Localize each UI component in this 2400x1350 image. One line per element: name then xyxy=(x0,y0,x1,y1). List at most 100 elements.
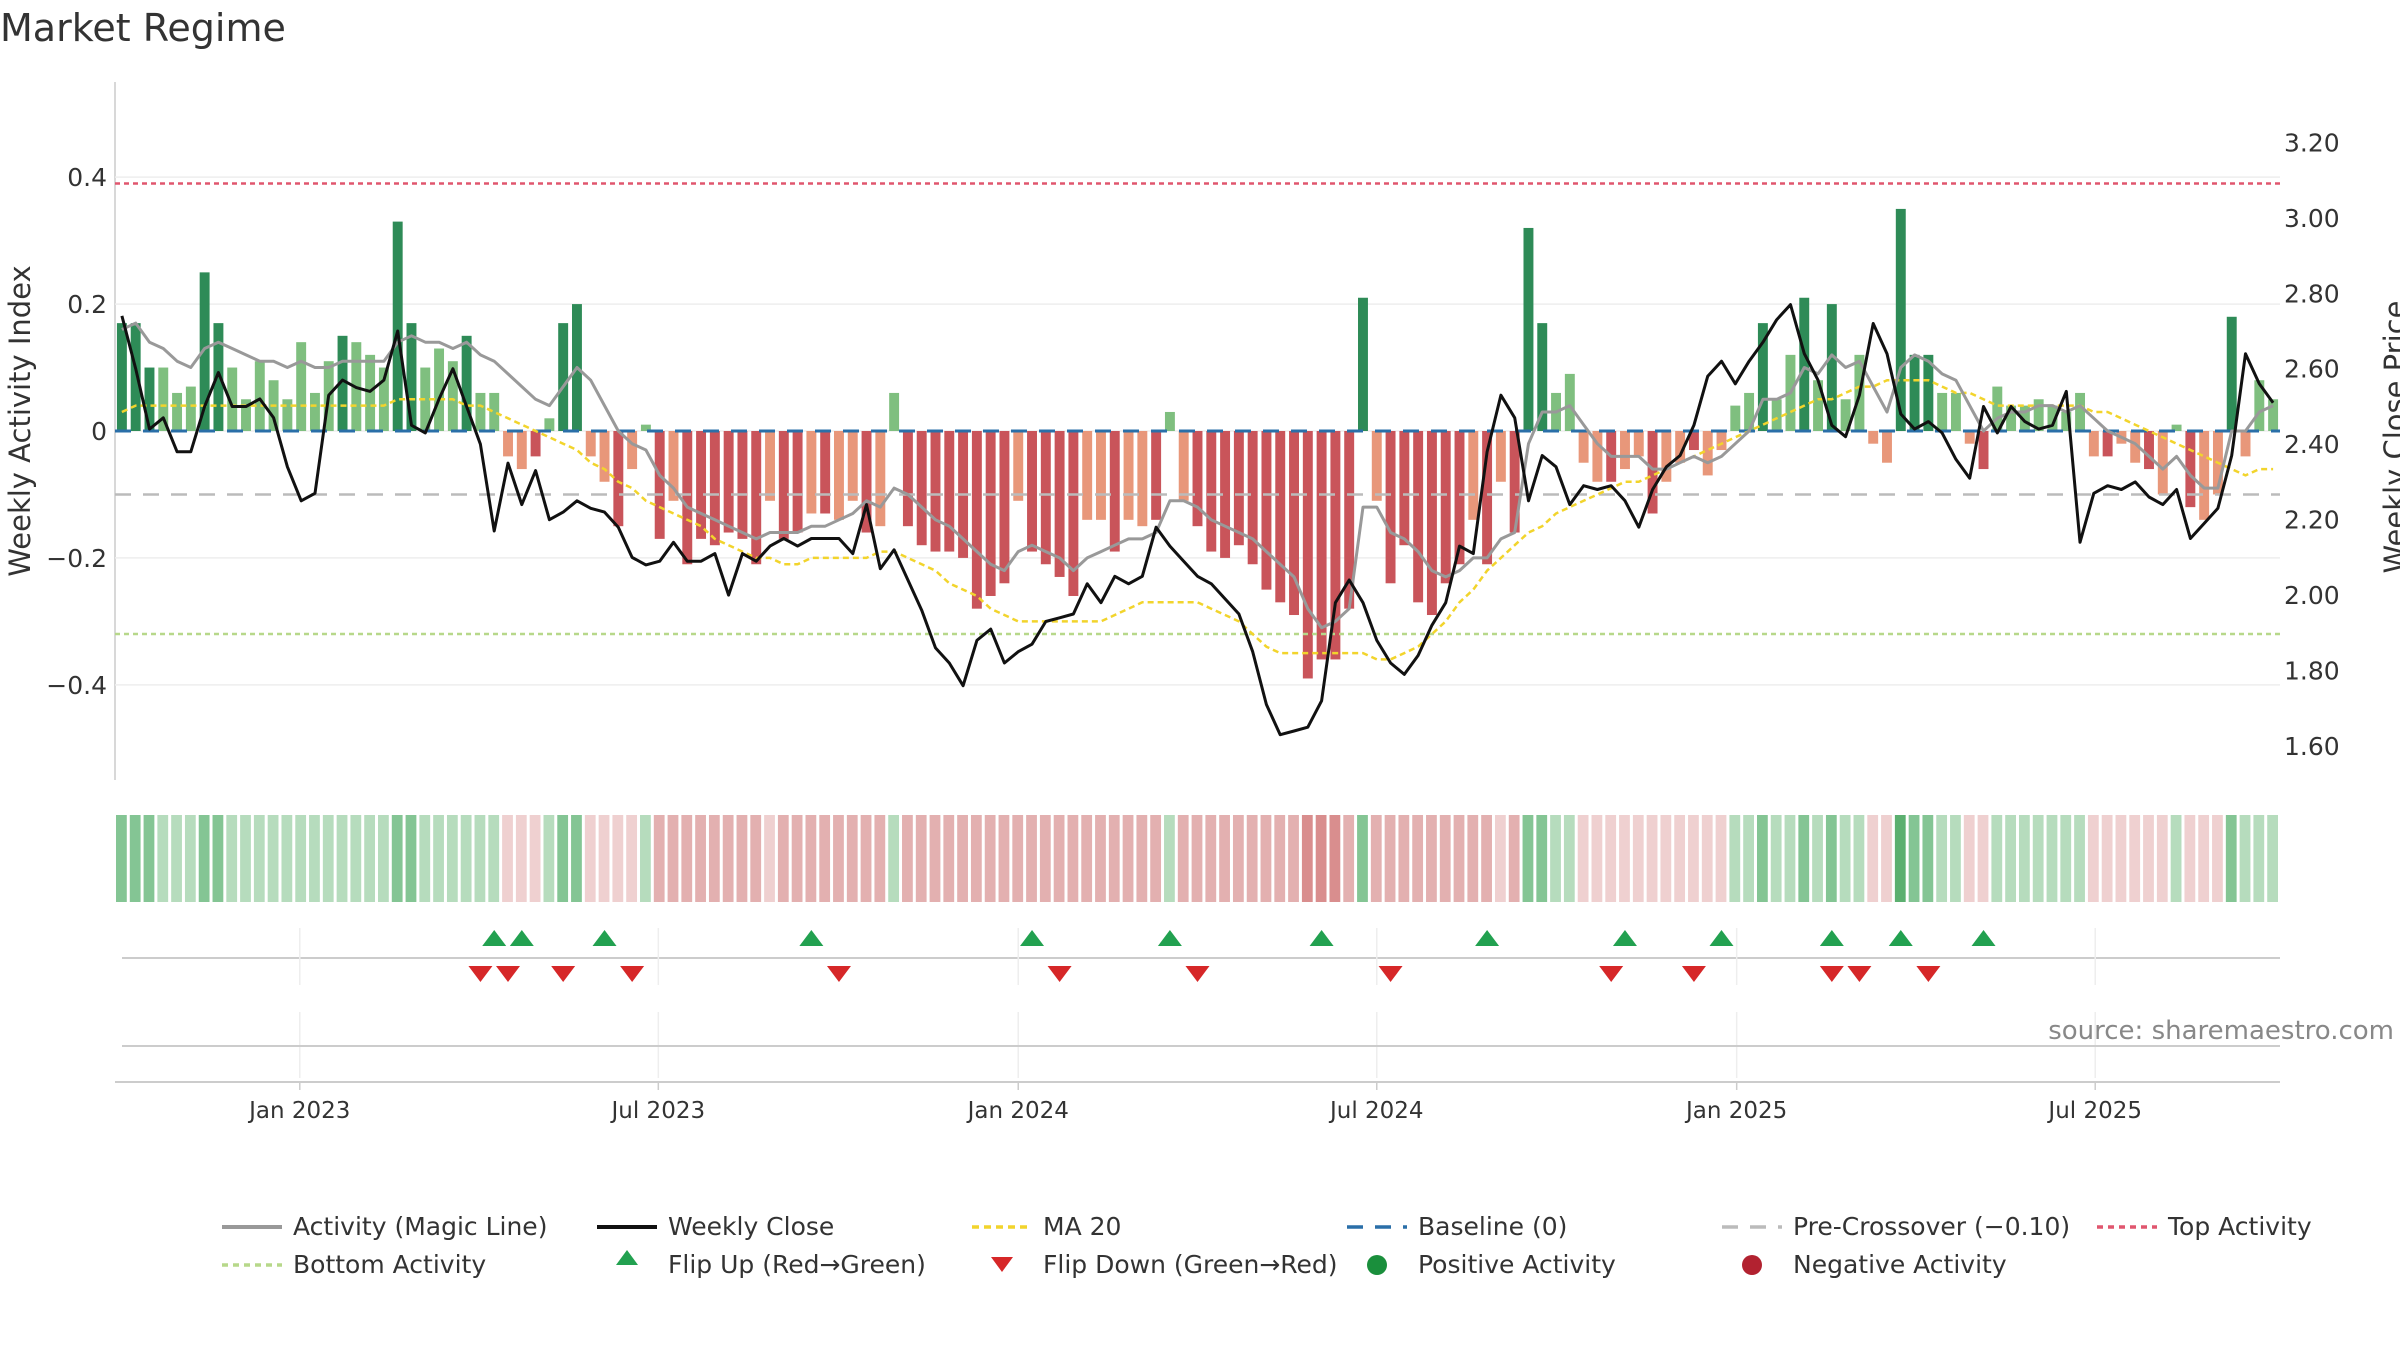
activity-bar xyxy=(778,431,789,539)
activity-bar xyxy=(599,431,610,482)
regime-ribbon-cell xyxy=(336,815,348,902)
activity-bar xyxy=(1316,431,1327,660)
regime-ribbon-cell xyxy=(1343,815,1355,902)
regime-ribbon-cell xyxy=(2239,815,2251,902)
regime-ribbon-cell xyxy=(184,815,196,902)
regime-ribbon-cell xyxy=(1853,815,1865,902)
regime-ribbon-cell xyxy=(1357,815,1368,902)
activity-bar xyxy=(1647,431,1658,514)
activity-bar xyxy=(2130,431,2141,463)
activity-bar xyxy=(241,399,251,431)
flip-up-marker xyxy=(1475,930,1500,946)
activity-bar xyxy=(682,431,693,565)
regime-ribbon-cell xyxy=(653,815,665,902)
activity-bar xyxy=(2199,431,2210,520)
regime-ribbon-cell xyxy=(391,815,403,902)
regime-ribbon-cell xyxy=(957,815,968,902)
regime-ribbon-cell xyxy=(1839,815,1851,902)
activity-bar xyxy=(1192,431,1203,527)
activity-bar xyxy=(1385,431,1396,584)
activity-bar xyxy=(1164,411,1175,431)
activity-bar xyxy=(1344,431,1355,609)
ma20-line xyxy=(121,378,2274,661)
regime-ribbon-cell xyxy=(364,815,376,902)
regime-ribbon-cell xyxy=(2156,815,2168,902)
activity-bar xyxy=(1978,431,1989,470)
regime-ribbon-cell xyxy=(640,815,651,902)
activity-bar xyxy=(1330,431,1341,660)
activity-bar xyxy=(434,348,445,431)
activity-bar xyxy=(2075,392,2086,431)
regime-ribbon-cell xyxy=(529,815,541,902)
activity-bar xyxy=(158,367,169,431)
activity-bar xyxy=(1950,392,1961,431)
flip-down-marker xyxy=(1916,966,1941,982)
activity-bar xyxy=(1426,431,1437,616)
activity-bar xyxy=(875,431,886,527)
activity-bar xyxy=(930,431,941,552)
regime-ribbon-cell xyxy=(1591,815,1603,902)
regime-ribbon-cell xyxy=(1081,815,1093,902)
regime-ribbon-cell xyxy=(253,815,265,902)
y-left-tick-label: 0 xyxy=(91,417,107,446)
regime-ribbon-cell xyxy=(2129,815,2141,902)
regime-ribbon-cell xyxy=(764,815,775,902)
flip-down-marker xyxy=(1378,966,1403,982)
regime-ribbon-cell xyxy=(1770,815,1782,902)
flip-down-marker xyxy=(1047,966,1072,982)
activity-bar xyxy=(1771,399,1782,431)
activity-bar xyxy=(2033,399,2044,431)
regime-ribbon-cell xyxy=(405,815,417,902)
activity-bar xyxy=(199,272,210,431)
regime-ribbon-cell xyxy=(433,815,444,902)
flip-up-marker xyxy=(592,930,617,946)
activity-bar xyxy=(296,342,307,431)
regime-ribbon-cell xyxy=(2253,815,2265,902)
flip-up-marker xyxy=(1157,930,1182,946)
regime-ribbon-cell xyxy=(129,815,141,902)
activity-bar xyxy=(227,367,238,431)
regime-ribbon-cell xyxy=(557,815,569,902)
regime-ribbon-cell xyxy=(1329,815,1341,902)
activity-bar xyxy=(1633,431,1644,457)
regime-ribbon-cell xyxy=(722,815,734,902)
regime-ribbon-cell xyxy=(708,815,720,902)
regime-ribbon-cell xyxy=(874,815,886,902)
regime-ribbon-cell xyxy=(805,815,817,902)
regime-ribbon-cell xyxy=(2018,815,2030,902)
regime-ribbon-cell xyxy=(309,815,320,902)
activity-bar xyxy=(213,323,224,431)
activity-bar xyxy=(2240,431,2251,457)
activity-bar xyxy=(2144,431,2154,470)
activity-bar xyxy=(144,367,155,431)
activity-bar xyxy=(847,431,858,501)
activity-bar xyxy=(461,335,472,431)
regime-ribbon-cell xyxy=(1095,815,1106,902)
activity-bar xyxy=(254,361,265,431)
regime-ribbon-cell xyxy=(1453,815,1465,902)
regime-ribbon-cell xyxy=(819,815,831,902)
regime-ribbon-cell xyxy=(791,815,803,902)
activity-bar xyxy=(172,392,183,431)
regime-ribbon-cell xyxy=(1315,815,1327,902)
regime-ribbon-cell xyxy=(1632,815,1644,902)
regime-ribbon-cell xyxy=(1426,815,1437,902)
activity-bar xyxy=(2061,411,2072,431)
y-right-tick-label: 3.00 xyxy=(2284,204,2340,233)
regime-ribbon-cell xyxy=(1370,815,1382,902)
regime-ribbon-cell xyxy=(212,815,224,902)
activity-bar xyxy=(2047,405,2058,431)
flip-up-marker xyxy=(1888,930,1913,946)
activity-bar xyxy=(1289,431,1299,616)
activity-bar xyxy=(1495,431,1506,482)
flip-down-marker xyxy=(1847,966,1872,982)
regime-ribbon-cell xyxy=(143,815,155,902)
activity-bar xyxy=(1578,431,1589,463)
regime-ribbon-cell xyxy=(1219,815,1230,902)
regime-ribbon-cell xyxy=(1646,815,1658,902)
activity-bar xyxy=(1537,323,1548,431)
regime-ribbon-cell xyxy=(198,815,210,902)
y-right-tick-label: 2.20 xyxy=(2284,506,2340,535)
activity-bar xyxy=(1813,380,1824,431)
x-tick-label: Jan 2025 xyxy=(1684,1098,1787,1124)
